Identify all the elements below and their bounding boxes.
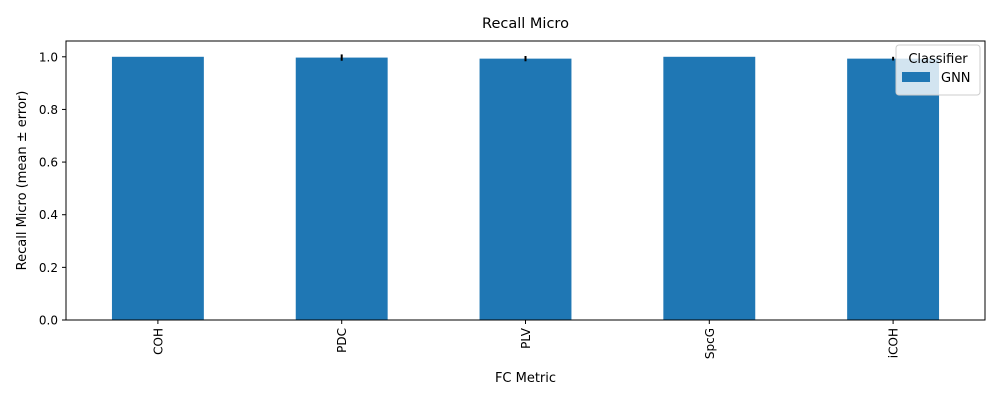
bars-group (111, 56, 940, 321)
legend-title: Classifier (908, 52, 968, 67)
legend-label-gnn: GNN (941, 71, 971, 86)
y-tick-label: 1.0 (39, 50, 58, 64)
x-tick-label-icoh: iCOH (887, 328, 901, 358)
x-tick-label-coh: COH (151, 328, 165, 355)
x-tick-label-spcg: SpcG (703, 328, 717, 359)
x-tick-label-pdc: PDC (335, 328, 349, 353)
plot-frame (65, 40, 986, 321)
y-tick-label: 0.2 (39, 261, 58, 275)
y-tick-label: 0.0 (39, 314, 58, 328)
legend-swatch-gnn (902, 72, 930, 82)
legend: Classifier GNN (895, 44, 981, 96)
bar-pdc (295, 57, 388, 320)
chart-title: Recall Micro (482, 16, 569, 32)
x-axis-label: FC Metric (495, 371, 556, 386)
bar-icoh (847, 58, 940, 320)
y-tick-label: 0.6 (39, 156, 58, 170)
x-axis: COH PDC PLV SpcG iCOH (151, 320, 901, 359)
y-tick-label: 0.8 (39, 103, 58, 117)
y-axis-label: Recall Micro (mean ± error) (15, 91, 30, 271)
legend-frame (895, 44, 981, 96)
y-axis: 0.0 0.2 0.4 0.6 0.8 1.0 (39, 50, 66, 328)
y-tick-label: 0.4 (39, 208, 58, 222)
error-bars-group (340, 54, 895, 62)
bar-spcg (663, 56, 756, 321)
bar-plv (479, 58, 572, 320)
bar-coh (111, 56, 204, 321)
x-tick-label-plv: PLV (519, 327, 533, 349)
